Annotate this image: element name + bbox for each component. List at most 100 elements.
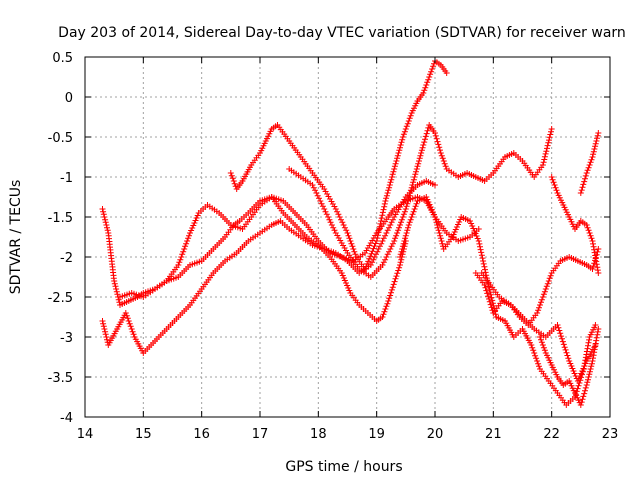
series-marker-run (373, 200, 388, 244)
series-marker-run (385, 208, 396, 220)
series-marker-run (554, 374, 565, 386)
series-marker-run (432, 130, 443, 154)
series-marker-run (502, 318, 516, 338)
series-marker-run (236, 212, 250, 224)
series-marker-run (140, 340, 157, 356)
series-marker-run (125, 295, 139, 304)
series-marker-run (423, 178, 436, 187)
series-marker-run (152, 279, 168, 292)
series-marker-run (379, 240, 396, 268)
series-marker-run (347, 290, 361, 306)
series-marker-run (332, 206, 350, 234)
series-marker-run (478, 270, 492, 286)
series-marker (548, 126, 555, 132)
series-marker-run (268, 219, 282, 228)
series-marker-run (449, 216, 464, 240)
series-marker-run (257, 140, 268, 156)
y-tick-label: -1 (60, 171, 73, 186)
series-marker-run (411, 144, 426, 180)
series-marker-run (507, 302, 524, 318)
series-marker-run (210, 260, 227, 276)
series-marker-run (548, 260, 562, 276)
series-marker-run (131, 334, 146, 354)
series-marker-run (257, 195, 273, 208)
x-tick-label: 15 (135, 427, 152, 442)
plot-frame (84, 56, 611, 418)
series-marker-run (309, 170, 326, 190)
series-marker-run (467, 218, 481, 242)
data-markers (99, 58, 602, 408)
series-marker-run (566, 378, 577, 394)
y-tick-label: -1.5 (48, 211, 73, 226)
series-marker-run (338, 270, 353, 294)
series-marker-run (481, 172, 495, 184)
series-marker-run (557, 255, 570, 264)
series-marker-run (528, 342, 542, 370)
series-marker-run (537, 366, 550, 382)
series-marker-run (268, 123, 279, 132)
series-marker-run (572, 220, 583, 232)
x-axis-label: GPS time / hours (285, 459, 402, 475)
series-marker-run (399, 112, 414, 140)
x-tick-label: 23 (602, 427, 619, 442)
series-marker-run (286, 226, 302, 239)
series-marker-run (332, 230, 349, 254)
series-marker-run (420, 76, 432, 96)
series-marker-run (426, 122, 437, 134)
series-track-4 (227, 58, 450, 272)
series-marker-run (437, 150, 449, 170)
series-marker-run (362, 240, 379, 272)
series-marker-run (554, 322, 572, 362)
chart-title: Day 203 of 2014, Sidereal Day-to-day VTE… (58, 25, 626, 41)
series-marker-run (487, 282, 501, 298)
series-marker-run (534, 296, 545, 316)
series-track-2 (99, 178, 438, 356)
series-marker-run (297, 234, 314, 247)
series-marker-run (204, 202, 220, 215)
series-marker-run (128, 290, 144, 300)
series-marker-run (327, 254, 343, 274)
series-marker-run (187, 288, 203, 308)
x-tick-label: 22 (543, 427, 560, 442)
series-marker-run (583, 262, 594, 271)
y-tick-label: 0.5 (52, 51, 73, 66)
series-marker-run (493, 314, 506, 323)
series-marker-run (175, 232, 192, 268)
series-marker-run (344, 250, 361, 270)
series-marker-run (286, 138, 303, 158)
series-marker-run (152, 328, 168, 344)
series-marker-run (574, 258, 588, 267)
series-marker (595, 130, 602, 136)
y-tick-label: -4 (60, 411, 73, 426)
series-marker-run (111, 278, 123, 306)
y-axis-label: SDTVAR / TECUs (8, 180, 24, 295)
series-marker-run (379, 216, 396, 244)
y-tick-label: -2.5 (48, 291, 73, 306)
series-marker-run (140, 287, 156, 300)
series-marker-run (423, 194, 437, 218)
series-marker-run (574, 360, 589, 384)
y-tick-label: -2 (60, 251, 73, 266)
series-marker-run (397, 224, 411, 260)
y-tick-label: -3.5 (48, 371, 73, 386)
series-marker-run (391, 136, 406, 172)
series-marker-run (548, 362, 560, 378)
series-marker-run (391, 208, 408, 244)
series-marker-run (537, 334, 548, 354)
series-marker-run (589, 238, 601, 274)
series-marker-run (589, 328, 601, 364)
series-marker-run (321, 206, 338, 234)
series-marker-run (539, 272, 554, 300)
series-marker-run (490, 156, 507, 176)
series-marker-run (420, 124, 432, 148)
series-marker-run (554, 190, 566, 206)
series-marker (443, 70, 450, 76)
series-marker-run (542, 350, 554, 366)
series-marker-run (426, 60, 437, 80)
series-marker (595, 270, 602, 276)
series-track-1 (99, 194, 482, 308)
series-marker (595, 246, 602, 252)
series-marker-run (198, 248, 215, 264)
series-marker-run (367, 264, 384, 280)
